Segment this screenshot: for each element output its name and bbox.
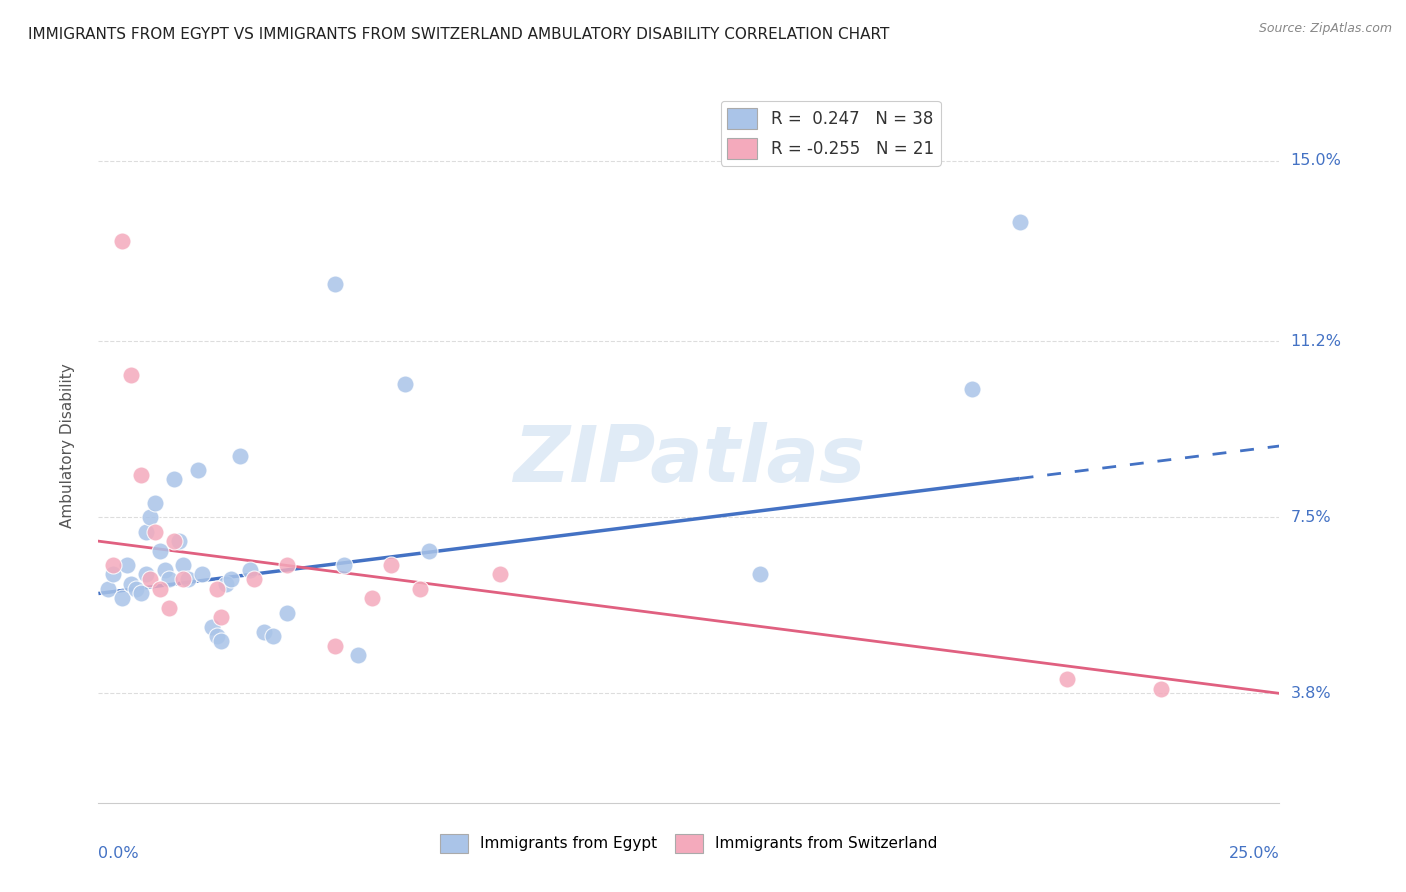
Point [139, 510, 162, 524]
Point [253, 624, 276, 639]
Point [229, 449, 252, 463]
Text: 15.0%: 15.0% [1291, 153, 1341, 168]
Point [418, 543, 440, 558]
Point [125, 582, 148, 596]
Point [149, 582, 172, 596]
Point [172, 558, 194, 572]
Text: 7.5%: 7.5% [1291, 510, 1331, 524]
Point [205, 582, 228, 596]
Point [748, 567, 770, 582]
Point [129, 467, 152, 482]
Point [97, 582, 120, 596]
Point [139, 572, 162, 586]
Point [115, 558, 138, 572]
Point [101, 567, 124, 582]
Point [163, 472, 186, 486]
Point [380, 558, 402, 572]
Point [205, 629, 228, 643]
Point [177, 572, 200, 586]
Point [1056, 672, 1078, 686]
Point [135, 567, 157, 582]
Point [276, 606, 298, 620]
Y-axis label: Ambulatory Disability: Ambulatory Disability [60, 364, 75, 528]
Point [143, 496, 166, 510]
Point [191, 567, 214, 582]
Point [239, 563, 262, 577]
Point [201, 620, 224, 634]
Text: 0.0%: 0.0% [98, 846, 139, 861]
Point [394, 377, 416, 392]
Point [1008, 215, 1031, 229]
Point [209, 634, 232, 648]
Point [172, 572, 194, 586]
Point [163, 534, 186, 549]
Point [323, 277, 346, 292]
Point [149, 543, 172, 558]
Text: ZIPatlas: ZIPatlas [513, 422, 865, 499]
Point [408, 582, 430, 596]
Text: 25.0%: 25.0% [1229, 846, 1279, 861]
Point [361, 591, 384, 606]
Point [962, 382, 984, 396]
Point [157, 572, 180, 586]
Text: IMMIGRANTS FROM EGYPT VS IMMIGRANTS FROM SWITZERLAND AMBULATORY DISABILITY CORRE: IMMIGRANTS FROM EGYPT VS IMMIGRANTS FROM… [28, 27, 890, 42]
Point [187, 463, 209, 477]
Point [333, 558, 356, 572]
Point [219, 572, 242, 586]
Point [135, 524, 157, 539]
Point [143, 524, 166, 539]
Point [129, 586, 152, 600]
Point [167, 534, 190, 549]
Point [101, 558, 124, 572]
Point [1150, 681, 1173, 696]
Point [323, 639, 346, 653]
Point [111, 591, 134, 606]
Point [209, 610, 232, 624]
Point [157, 600, 180, 615]
Point [276, 558, 298, 572]
Point [243, 572, 266, 586]
Point [121, 577, 143, 591]
Point [153, 563, 176, 577]
Point [215, 577, 238, 591]
Point [121, 368, 143, 382]
Point [347, 648, 370, 663]
Legend: Immigrants from Egypt, Immigrants from Switzerland: Immigrants from Egypt, Immigrants from S… [434, 828, 943, 859]
Point [489, 567, 512, 582]
Text: 11.2%: 11.2% [1291, 334, 1341, 349]
Point [262, 629, 284, 643]
Text: Source: ZipAtlas.com: Source: ZipAtlas.com [1258, 22, 1392, 36]
Text: 3.8%: 3.8% [1291, 686, 1331, 701]
Point [111, 235, 134, 249]
